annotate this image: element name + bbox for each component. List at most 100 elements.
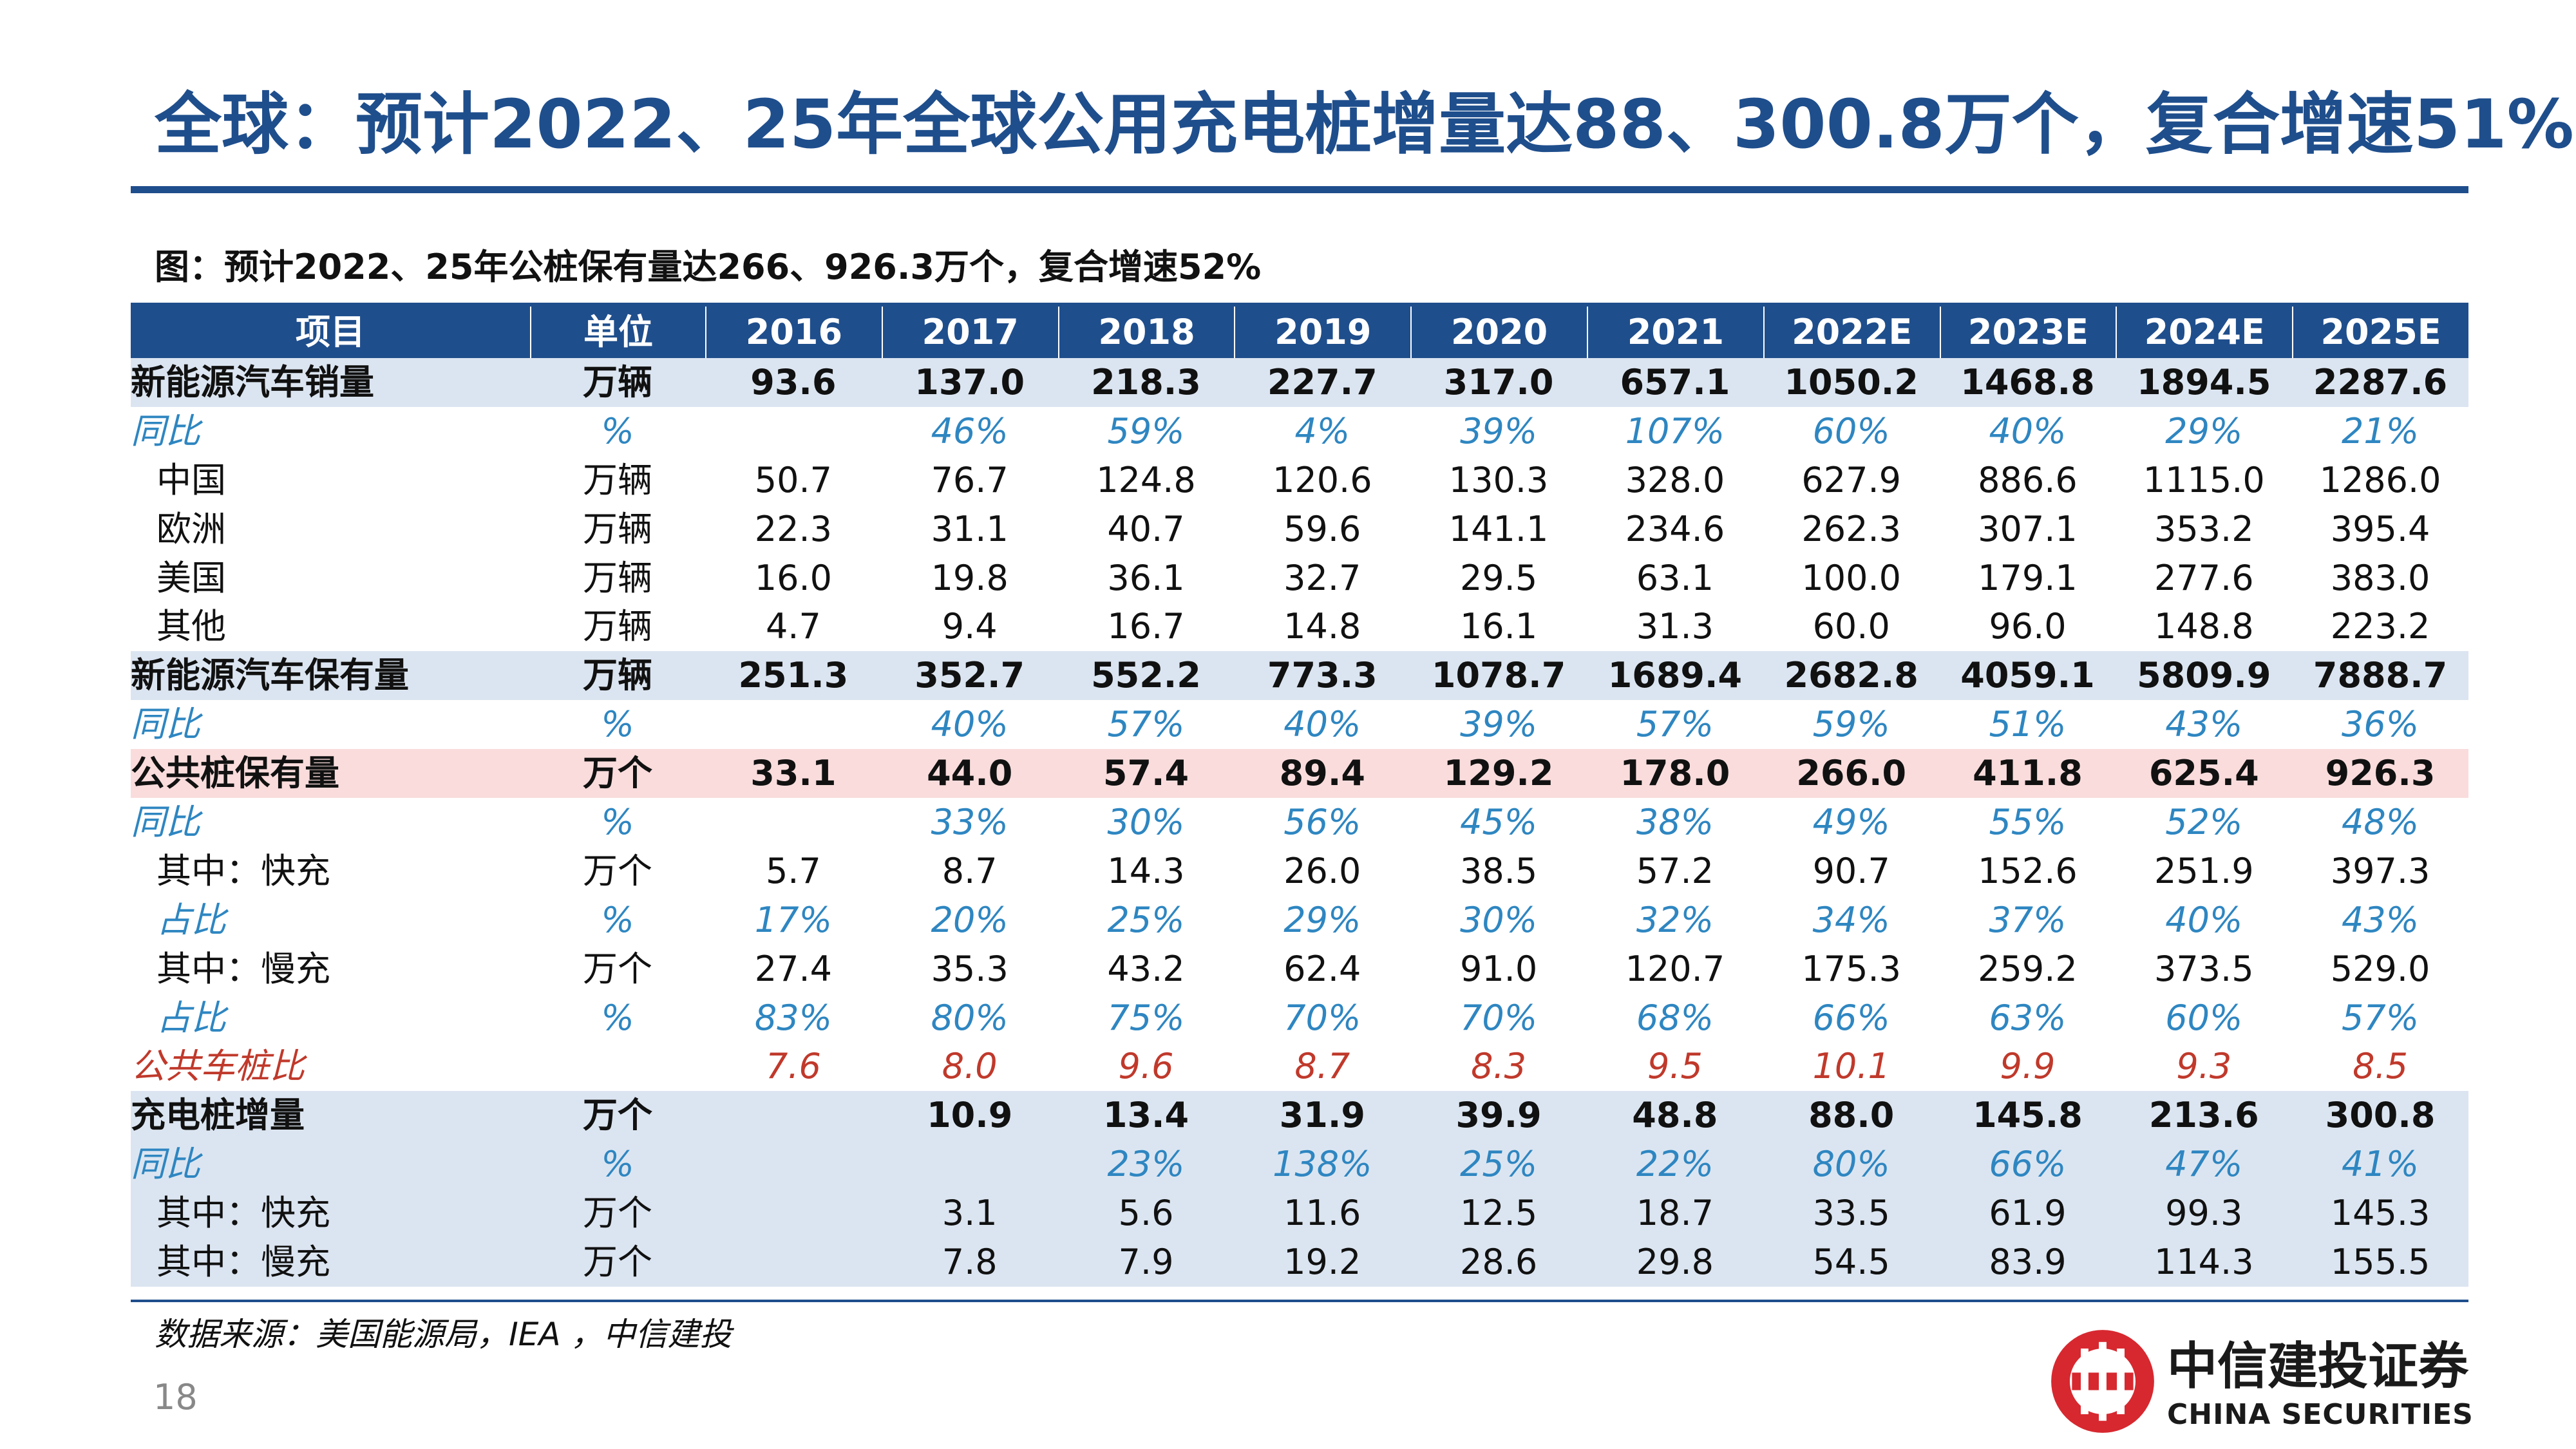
value-cell: 22.3: [754, 508, 833, 549]
value-cell: 152.6: [1978, 850, 2078, 891]
value-cell: 48.8: [1586, 1091, 1763, 1141]
unit-cell: 万个: [583, 948, 652, 989]
value-cell: 57%: [1636, 704, 1714, 745]
value-cell: 8.7: [942, 850, 998, 891]
column-header: 2024E: [2116, 307, 2293, 358]
value-cell: 14.8: [1283, 606, 1361, 647]
value-cell: 35.3: [931, 948, 1009, 989]
value-cell: 773.3: [1234, 651, 1411, 701]
value-cell: 51%: [1989, 704, 2067, 745]
value-cell: 155.5: [2292, 1238, 2468, 1287]
value-cell: 55%: [1989, 802, 2067, 843]
unit-cell: 万个: [583, 850, 652, 891]
value-cell: 19.2: [1234, 1238, 1411, 1287]
row-label: 新能源汽车保有量: [131, 651, 530, 701]
value-cell: 7.9: [1057, 1238, 1235, 1287]
column-header: 2018: [1057, 307, 1235, 358]
value-cell: 9.9: [2000, 1046, 2056, 1087]
value-cell: 138%: [1234, 1140, 1411, 1189]
value-cell: 19.8: [931, 557, 1009, 598]
value-cell: 25%: [1410, 1140, 1587, 1189]
value-cell: 76.7: [931, 459, 1009, 500]
unit-cell: 万个: [530, 749, 705, 799]
value-cell: 625.4: [2116, 749, 2293, 799]
value-cell: 26.0: [1283, 850, 1361, 891]
row-label: 同比: [131, 1140, 530, 1189]
value-cell: 54.5: [1763, 1238, 1940, 1287]
value-cell: 328.0: [1625, 459, 1725, 500]
column-header: 2025E: [2292, 307, 2468, 358]
value-cell: 39.9: [1410, 1091, 1587, 1141]
value-cell: 56%: [1283, 802, 1361, 843]
value-cell: 300.8: [2292, 1091, 2468, 1141]
row-label: 其中：快充: [131, 1189, 530, 1238]
value-cell: 33%: [931, 802, 1009, 843]
figure-caption: 图：预计2022、25年公桩保有量达266、926.3万个，复合增速52%: [155, 247, 1262, 287]
value-cell: 88.0: [1763, 1091, 1940, 1141]
value-cell: 129.2: [1410, 749, 1587, 799]
value-cell: 57%: [2342, 997, 2420, 1038]
row-label: 同比: [131, 410, 200, 451]
value-cell: 12.5: [1410, 1189, 1587, 1238]
value-cell: 4%: [1294, 410, 1350, 451]
value-cell: 141.1: [1448, 508, 1549, 549]
value-cell: 66%: [1939, 1140, 2116, 1189]
value-cell: 107%: [1625, 410, 1725, 451]
value-cell: 93.6: [705, 358, 882, 407]
value-cell: 29%: [2165, 410, 2243, 451]
value-cell: 1050.2: [1763, 358, 1940, 407]
logo-text-en: CHINA SECURITIES: [2167, 1398, 2474, 1431]
value-cell: [705, 798, 882, 847]
value-cell: 39%: [1460, 410, 1538, 451]
value-cell: 397.3: [2330, 850, 2430, 891]
value-cell: 266.0: [1763, 749, 1940, 799]
value-cell: 31.9: [1234, 1091, 1411, 1141]
column-header: 2022E: [1763, 307, 1940, 358]
unit-cell: %: [601, 997, 634, 1038]
value-cell: 30%: [1107, 802, 1185, 843]
value-cell: 307.1: [1978, 508, 2078, 549]
column-header: 单位: [530, 307, 705, 358]
value-cell: 31.3: [1636, 606, 1714, 647]
value-cell: 137.0: [881, 358, 1058, 407]
value-cell: 213.6: [2116, 1091, 2293, 1141]
value-cell: 66%: [1812, 997, 1890, 1038]
value-cell: 57%: [1107, 704, 1185, 745]
value-cell: 22%: [1586, 1140, 1763, 1189]
value-cell: 60%: [2165, 997, 2243, 1038]
value-cell: 89.4: [1234, 749, 1411, 799]
value-cell: 25%: [1107, 899, 1185, 940]
value-cell: 52%: [2165, 802, 2243, 843]
value-cell: 2287.6: [2292, 358, 2468, 407]
value-cell: 99.3: [2116, 1189, 2293, 1238]
value-cell: 411.8: [1939, 749, 2116, 799]
value-cell: 373.5: [2154, 948, 2254, 989]
value-cell: 29.8: [1586, 1238, 1763, 1287]
value-cell: 48%: [2342, 802, 2420, 843]
logo-text-cn: 中信建投证券: [2167, 1338, 2469, 1396]
value-cell: 34%: [1812, 899, 1890, 940]
value-cell: 83%: [754, 997, 832, 1038]
value-cell: 1078.7: [1410, 651, 1587, 701]
value-cell: 223.2: [2330, 606, 2430, 647]
value-cell: 31.1: [931, 508, 1009, 549]
value-cell: 178.0: [1586, 749, 1763, 799]
row-label: 同比: [131, 802, 200, 843]
value-cell: 7.6: [765, 1046, 821, 1087]
column-header: 2020: [1410, 307, 1587, 358]
value-cell: 552.2: [1057, 651, 1235, 701]
row-label: 公共桩保有量: [131, 749, 530, 799]
value-cell: 70%: [1460, 997, 1538, 1038]
value-cell: 41%: [2292, 1140, 2468, 1189]
row-label: 其中：慢充: [131, 1238, 530, 1287]
row-label: 其中：慢充: [156, 948, 330, 989]
row-label: 占比: [156, 899, 226, 940]
value-cell: 49%: [1812, 802, 1890, 843]
value-cell: 179.1: [1978, 557, 2078, 598]
value-cell: 317.0: [1410, 358, 1587, 407]
row-label: 公共车桩比: [131, 1046, 305, 1087]
unit-cell: %: [601, 410, 634, 451]
value-cell: 100.0: [1801, 557, 1901, 598]
column-header: 2021: [1586, 307, 1763, 358]
value-cell: 259.2: [1978, 948, 2078, 989]
